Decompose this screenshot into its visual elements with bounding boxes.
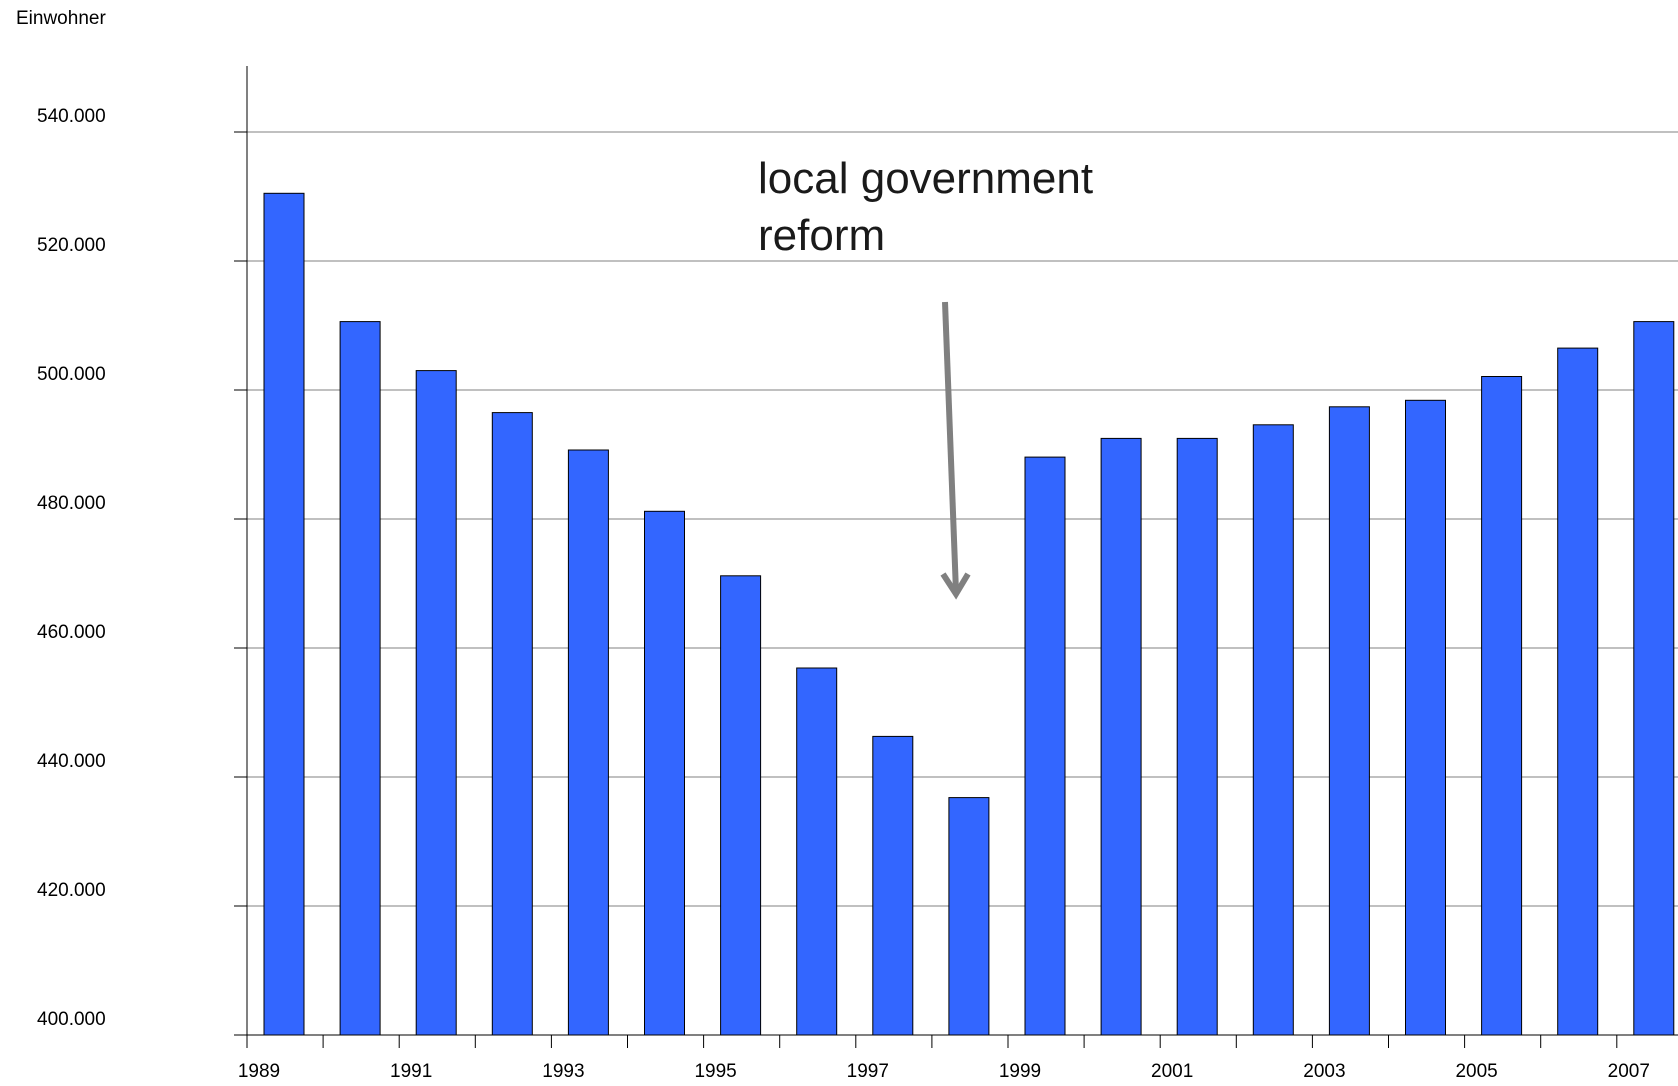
bar (1100, 437, 1142, 1036)
x-tick-label: 1995 (694, 1061, 736, 1082)
bar (796, 667, 838, 1036)
annotation-arrow (940, 301, 971, 600)
bar (1633, 321, 1675, 1036)
y-tick-labels: 400.000 420.000 440.000 460.000 480.000 500.0… (37, 106, 247, 1036)
y-tick-label: 460.000 (37, 622, 106, 643)
bar (1481, 376, 1523, 1036)
y-tick-label: 540.000 (37, 106, 106, 127)
y-tick-label: 480.000 (37, 493, 106, 514)
y-tick-label: 400.000 (37, 1009, 106, 1030)
bar (339, 321, 381, 1036)
bar (1252, 424, 1294, 1036)
y-tick-label: 420.000 (37, 880, 106, 901)
bar (872, 735, 914, 1036)
bar (1328, 406, 1370, 1036)
x-tick-label: 1991 (390, 1061, 432, 1082)
y-tick-label: 500.000 (37, 364, 106, 385)
bar (1176, 437, 1218, 1036)
annotation: local government reform (758, 154, 1093, 600)
bar (1557, 347, 1599, 1036)
x-tick-label: 2007 (1608, 1061, 1650, 1082)
axes (234, 66, 1678, 1036)
bar (948, 797, 990, 1036)
annotation-line-1: local government (758, 154, 1093, 203)
x-tick-label: 2003 (1303, 1061, 1345, 1082)
bar (1024, 456, 1066, 1036)
x-tick-label: 1993 (542, 1061, 584, 1082)
bar (491, 412, 533, 1036)
arrow-head (940, 572, 971, 600)
bar (644, 510, 685, 1036)
y-tick-label: 520.000 (37, 235, 106, 256)
y-tick-label: 440.000 (37, 751, 106, 772)
x-tick-label: 1997 (847, 1061, 889, 1082)
x-tick-label: 1989 (238, 1061, 280, 1082)
x-tick-label: 2005 (1455, 1061, 1497, 1082)
bar (567, 449, 609, 1036)
gridlines (247, 131, 1678, 907)
x-tick-label: 1999 (999, 1061, 1041, 1082)
x-tick-label: 2001 (1151, 1061, 1193, 1082)
annotation-line-2: reform (758, 211, 885, 260)
arrow-shaft (942, 301, 959, 593)
bar (263, 192, 305, 1036)
bar (1405, 399, 1446, 1036)
bars (263, 192, 1675, 1036)
x-tick-labels: 1989 1991 1993 1995 1997 1999 2001 2003 2005 2007 (238, 1035, 1650, 1082)
bar (415, 370, 457, 1036)
y-axis-label: Einwohner (16, 8, 106, 29)
bar (720, 575, 762, 1036)
